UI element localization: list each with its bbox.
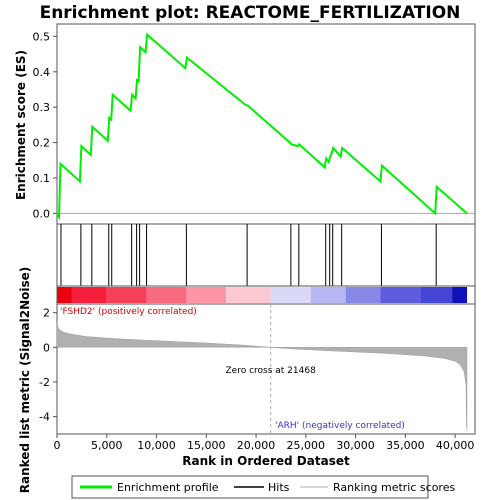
positive-correlation-label: 'FSHD2' (positively correlated) (60, 307, 197, 317)
xtick-label: 0 (54, 439, 61, 452)
xtick-label: 20,000 (237, 439, 276, 452)
ranking-metric-fill (56, 323, 468, 431)
ribbon-segment (186, 287, 227, 303)
chart-title: Enrichment plot: REACTOME_FERTILIZATION (40, 3, 461, 23)
metric-ytick-label: -4 (39, 411, 50, 424)
metric-y-label: Ranked list metric (Signal2Noise) (18, 267, 32, 494)
metric-panel: -4 -2 0 2 0 5,000 10,000 15,000 20,000 25,000 30,… (39, 303, 476, 452)
ribbon-segment (106, 287, 147, 303)
xtick-label: 5,000 (91, 439, 123, 452)
ribbon-segment (420, 287, 453, 303)
hits-panel (56, 223, 476, 287)
metric-ytick-label: 2 (43, 307, 50, 320)
metric-panel-frame (56, 303, 476, 435)
es-panel: 0.0 0.1 0.2 0.3 0.4 0.5 (33, 23, 476, 225)
negative-correlation-label: 'ARH' (negatively correlated) (275, 421, 405, 431)
es-ytick-label: 0.2 (33, 137, 51, 150)
ribbon-segment (452, 287, 468, 303)
xtick-label: 25,000 (287, 439, 326, 452)
ribbon-segment (226, 287, 271, 303)
xtick-label: 40,000 (436, 439, 475, 452)
ranking-metric-area (56, 323, 468, 431)
ribbon-segment (71, 287, 107, 303)
xtick-label: 10,000 (137, 439, 176, 452)
es-y-label: Enrichment score (ES) (14, 50, 28, 200)
ribbon-segment (270, 287, 311, 303)
es-y-ticks: 0.0 0.1 0.2 0.3 0.4 0.5 (33, 30, 57, 220)
es-ytick-label: 0.5 (33, 30, 51, 43)
ranking-color-ribbon (57, 287, 468, 303)
hit-marks (60, 224, 437, 286)
hits-panel-frame (56, 223, 476, 287)
es-ytick-label: 0.0 (33, 207, 51, 220)
ribbon-segment (310, 287, 346, 303)
x-axis-ticks: 0 5,000 10,000 15,000 20,000 25,000 30,000 35,0… (54, 434, 475, 452)
ribbon-segment (345, 287, 381, 303)
xtick-label: 15,000 (187, 439, 226, 452)
metric-y-ticks: -4 -2 0 2 (39, 307, 57, 424)
zero-cross-label: Zero cross at 21468 (226, 366, 317, 376)
legend-metric-label: Ranking metric scores (333, 481, 455, 494)
legend: Enrichment profile Hits Ranking metric s… (71, 475, 455, 499)
ribbon-segment (380, 287, 421, 303)
xtick-label: 35,000 (386, 439, 425, 452)
metric-ytick-label: -2 (39, 376, 50, 389)
enrichment-profile-line (56, 32, 468, 221)
x-axis-label: Rank in Ordered Dataset (182, 454, 350, 468)
es-ytick-label: 0.3 (33, 101, 51, 114)
es-ytick-label: 0.1 (33, 172, 51, 185)
ribbon-segment (146, 287, 187, 303)
legend-hits-label: Hits (268, 481, 290, 494)
es-panel-frame (56, 23, 476, 225)
legend-profile-label: Enrichment profile (117, 481, 219, 494)
metric-ytick-label: 0 (43, 341, 50, 354)
es-ytick-label: 0.4 (33, 66, 51, 79)
xtick-label: 30,000 (336, 439, 375, 452)
enrichment-profile (56, 32, 468, 221)
ribbon-segment (57, 287, 72, 303)
